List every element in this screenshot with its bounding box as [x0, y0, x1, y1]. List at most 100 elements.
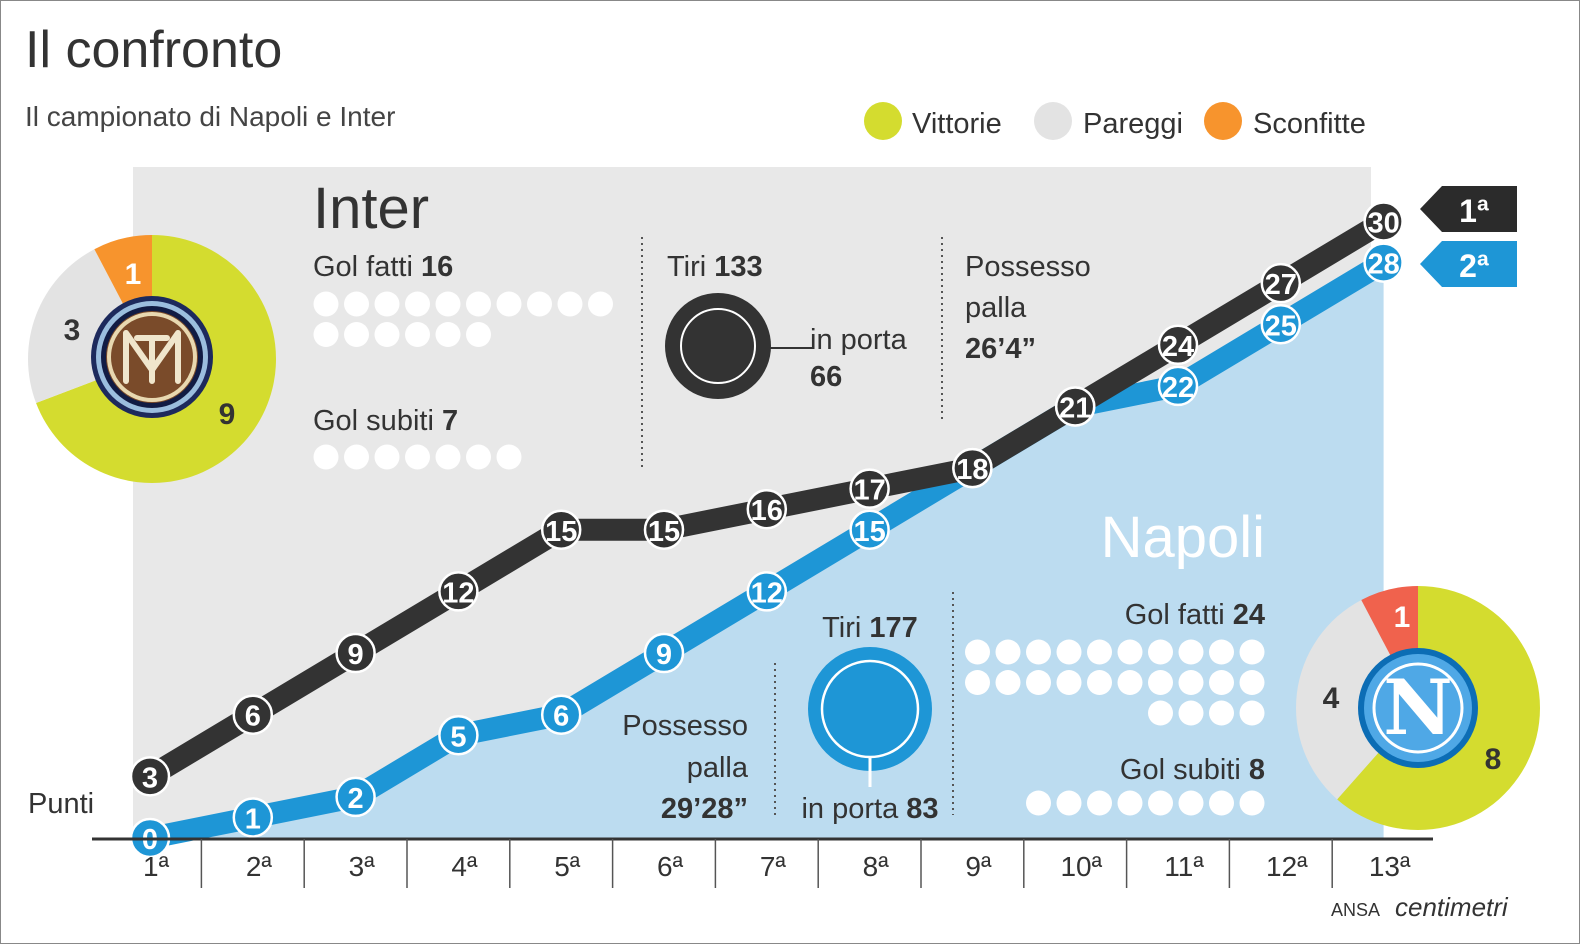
series-markers: 0125691215182122252836912151516171821242… — [129, 201, 1404, 859]
pie-label-wins: 8 — [1485, 743, 1502, 776]
goal-dot — [1087, 670, 1112, 695]
inter-tiri: Tiri 133 — [667, 251, 763, 283]
napoli-marker — [1363, 242, 1404, 283]
x-tick-label: 6ª — [657, 851, 684, 882]
inter-possesso-label-2: palla — [965, 292, 1027, 324]
inter-gol-fatti-dots — [313, 291, 613, 347]
goal-dot — [1117, 639, 1143, 665]
goal-dot — [1117, 790, 1143, 816]
inter-point: 16 — [746, 488, 788, 530]
goal-dot — [1239, 700, 1265, 726]
napoli-value-label: 5 — [450, 721, 466, 753]
goal-dot — [374, 291, 400, 317]
inter-point: 9 — [335, 632, 376, 674]
napoli-marker — [540, 694, 582, 735]
goal-dot — [1056, 790, 1082, 816]
napoli-marker — [438, 715, 479, 756]
inter-point: 6 — [232, 694, 274, 735]
x-tick-label: 11ª — [1164, 851, 1204, 882]
napoli-point: 2 — [335, 776, 376, 818]
napoli-value-label: 15 — [853, 516, 885, 548]
inter-marker — [849, 468, 890, 509]
goal-dot — [995, 639, 1021, 665]
pie-label-losses: 1 — [125, 258, 142, 291]
legend-label-vittorie: Vittorie — [912, 108, 1002, 140]
x-tick-label: 1ª — [143, 851, 170, 882]
goal-dot — [1026, 639, 1051, 665]
inter-value-label: 15 — [648, 516, 680, 548]
inter-gol-subiti: Gol subiti 7 — [313, 405, 458, 437]
legend-label-pareggi: Pareggi — [1083, 108, 1183, 140]
inter-point: 21 — [1054, 386, 1096, 427]
inter-marker — [438, 571, 479, 612]
pie-slice-draws — [1296, 599, 1418, 800]
legend-swatch-pareggi — [1034, 102, 1072, 140]
x-tick-label: 3ª — [349, 851, 376, 882]
inter-marker — [335, 632, 376, 674]
goal-dot — [496, 291, 522, 317]
inter-marker — [1363, 201, 1404, 242]
goal-dot — [405, 291, 430, 317]
napoli-value-label: 1 — [245, 803, 261, 835]
x-axis: 1ª 2ª 3ª 4ª 5ª 6ª 7ª 8ª 9ª 10ª 11ª 12ª 13ª — [143, 839, 1411, 888]
napoli-marker — [643, 632, 685, 674]
goal-dot — [405, 322, 430, 347]
napoli-possesso-label-1: Possesso — [622, 710, 748, 742]
goal-dot — [588, 291, 613, 317]
napoli-gol-fatti: Gol fatti 24 — [1125, 599, 1265, 631]
napoli-rank-badge — [1420, 241, 1517, 287]
pie-label-losses: 1 — [1394, 601, 1411, 634]
goal-dot — [1209, 790, 1234, 816]
inter-value-label: 21 — [1059, 392, 1091, 424]
inter-value-label: 27 — [1265, 269, 1297, 301]
inter-value-label: 9 — [348, 639, 364, 671]
napoli-point: 22 — [1157, 365, 1199, 407]
inter-name: Inter — [313, 176, 429, 241]
inter-point: 15 — [540, 509, 582, 550]
napoli-marker — [232, 797, 274, 838]
goal-dot — [1087, 639, 1112, 665]
napoli-marker — [1260, 304, 1302, 345]
napoli-value-label: 25 — [1265, 310, 1297, 342]
legend: Vittorie Pareggi Sconfitte — [864, 102, 1366, 140]
goal-dot — [313, 444, 339, 470]
goal-dot — [965, 670, 990, 695]
napoli-marker — [746, 571, 788, 612]
goal-dot — [1239, 639, 1265, 665]
inter-in-porta-value: 66 — [810, 361, 842, 393]
x-tick-label: 2ª — [246, 851, 273, 882]
goal-dot — [1209, 639, 1234, 665]
goal-dot — [1178, 670, 1204, 695]
goal-dot — [496, 444, 522, 470]
goal-dot — [1148, 639, 1173, 665]
napoli-crest-letter: N — [1383, 663, 1452, 752]
goal-dot — [1148, 790, 1173, 816]
goal-dot — [1056, 639, 1082, 665]
napoli-point: 25 — [1260, 304, 1302, 345]
inter-point: 27 — [1260, 262, 1302, 304]
inter-crest — [91, 296, 213, 418]
source-brand: centimetri — [1395, 892, 1509, 922]
legend-label-sconfitte: Sconfitte — [1253, 108, 1366, 140]
inter-rank-badge — [1420, 186, 1517, 232]
napoli-point: 6 — [540, 694, 582, 735]
goal-dot — [344, 322, 369, 347]
goal-dot — [1209, 700, 1234, 726]
goal-dot — [374, 444, 400, 470]
inter-gol-fatti: Gol fatti 16 — [313, 251, 453, 283]
inter-possesso-value: 26’4” — [965, 333, 1036, 365]
goal-dot — [1239, 790, 1265, 816]
x-tick-label: 10ª — [1060, 851, 1102, 882]
x-tick-label: 13ª — [1369, 851, 1411, 882]
source-ansa: ANSA — [1331, 900, 1380, 920]
x-tick-label: 12ª — [1266, 851, 1308, 882]
napoli-tiri-circle — [808, 647, 932, 771]
goal-dot — [466, 322, 491, 347]
inter-point: 17 — [849, 468, 890, 509]
inter-value-label: 6 — [245, 701, 261, 733]
inter-marker — [746, 488, 788, 530]
napoli-point: 12 — [746, 571, 788, 612]
napoli-tiri: Tiri 177 — [822, 612, 918, 644]
goal-dot — [466, 444, 491, 470]
